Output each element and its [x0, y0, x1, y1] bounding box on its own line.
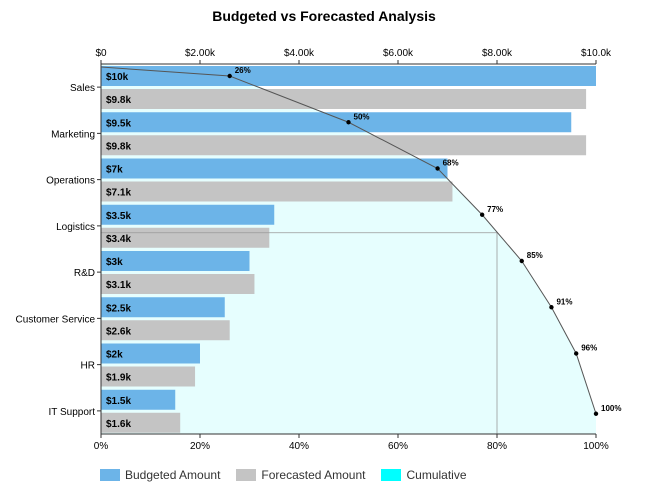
y-tick-label: Logistics [56, 222, 95, 233]
bar-budgeted [101, 204, 275, 225]
bar-budgeted [101, 389, 176, 410]
bar-value-label: $2k [106, 350, 123, 361]
y-tick-label: IT Support [48, 407, 95, 418]
bar-value-label: $1.5k [106, 396, 131, 407]
cumulative-point-label: 91% [556, 297, 572, 306]
x-top-tick-label: $0 [95, 48, 107, 59]
cumulative-point [479, 212, 485, 217]
y-tick-label: Operations [46, 176, 95, 187]
bar-budgeted [101, 251, 250, 271]
legend-label-cumulative: Cumulative [406, 468, 467, 482]
cumulative-point [435, 166, 440, 171]
bar-value-label: $9.5k [106, 118, 131, 129]
bar-budgeted [101, 66, 596, 86]
legend-swatch-forecasted [236, 469, 257, 481]
legend-item-cumulative[interactable]: Cumulative [381, 468, 467, 482]
cumulative-point [574, 351, 579, 356]
legend-label-budgeted: Budgeted Amount [125, 468, 221, 482]
y-tick-label: Marketing [51, 129, 95, 140]
legend-swatch-budgeted [100, 469, 120, 481]
chart-title: Budgeted vs Forecasted Analysis [212, 8, 436, 24]
bar-value-label: $9.8k [106, 141, 131, 152]
x-top-tick-label: $6.00k [383, 48, 414, 59]
bar-value-label: $7.1k [106, 188, 131, 199]
cumulative-point-label: 68% [443, 159, 459, 168]
x-top-tick-label: $2.00k [185, 48, 216, 59]
cumulative-point [593, 411, 599, 416]
legend-label-forecasted: Forecasted Amount [261, 468, 366, 482]
bar-forecasted [101, 135, 587, 156]
x-top-tick-label: $10.0k [581, 48, 612, 59]
cumulative-point-label: 77% [487, 205, 503, 214]
cumulative-area [101, 64, 596, 434]
bar-forecasted [101, 274, 255, 294]
cumulative-point-label: 100% [601, 404, 621, 413]
bar-value-label: $1.9k [106, 373, 131, 384]
bar-value-label: $3.5k [106, 211, 131, 222]
cumulative-point [549, 305, 554, 310]
bar-value-label: $7k [106, 165, 123, 176]
bar-forecasted [101, 89, 587, 109]
y-tick-label: R&D [74, 268, 95, 279]
x-top-tick-label: $4.00k [284, 48, 315, 59]
y-tick-label: Customer Service [16, 314, 96, 325]
x-top-tick-label: $8.00k [482, 48, 513, 59]
bar-value-label: $3.1k [106, 280, 131, 291]
legend-item-forecasted[interactable]: Forecasted Amount [236, 468, 365, 482]
y-tick-label: HR [81, 361, 95, 372]
bar-forecasted [101, 181, 453, 202]
x-bottom-tick-label: 40% [289, 441, 309, 452]
bar-budgeted [101, 297, 225, 318]
bar-budgeted [101, 158, 448, 179]
bar-value-label: $2.6k [106, 326, 131, 337]
x-bottom-tick-label: 80% [487, 441, 507, 452]
cumulative-point-label: 85% [527, 251, 543, 260]
bar-budgeted [101, 112, 572, 133]
bar-forecasted [101, 320, 230, 341]
bar-forecasted [101, 412, 181, 433]
x-bottom-tick-label: 60% [388, 441, 408, 452]
cumulative-point-label: 50% [354, 112, 370, 121]
cumulative-point-label: 96% [581, 344, 597, 353]
bar-budgeted [101, 343, 200, 364]
legend-swatch-cumulative [381, 469, 402, 481]
bar-value-label: $2.5k [106, 303, 131, 314]
cumulative-point [519, 258, 524, 264]
bar-value-label: $3k [106, 257, 123, 268]
bar-value-label: $9.8k [106, 95, 131, 106]
bar-value-label: $10k [106, 72, 129, 83]
legend: Budgeted Amount Forecasted Amount Cumula… [100, 467, 483, 483]
legend-item-budgeted[interactable]: Budgeted Amount [100, 468, 220, 482]
x-bottom-tick-label: 20% [190, 441, 210, 452]
bar-forecasted [101, 366, 196, 387]
bar-value-label: $1.6k [106, 419, 131, 430]
x-bottom-tick-label: 0% [94, 441, 109, 452]
cumulative-point [227, 73, 232, 79]
x-bottom-tick-label: 100% [583, 441, 609, 452]
cumulative-point-label: 26% [235, 66, 251, 75]
cumulative-point [346, 120, 351, 125]
y-tick-label: Sales [70, 83, 95, 94]
bar-value-label: $3.4k [106, 234, 131, 245]
